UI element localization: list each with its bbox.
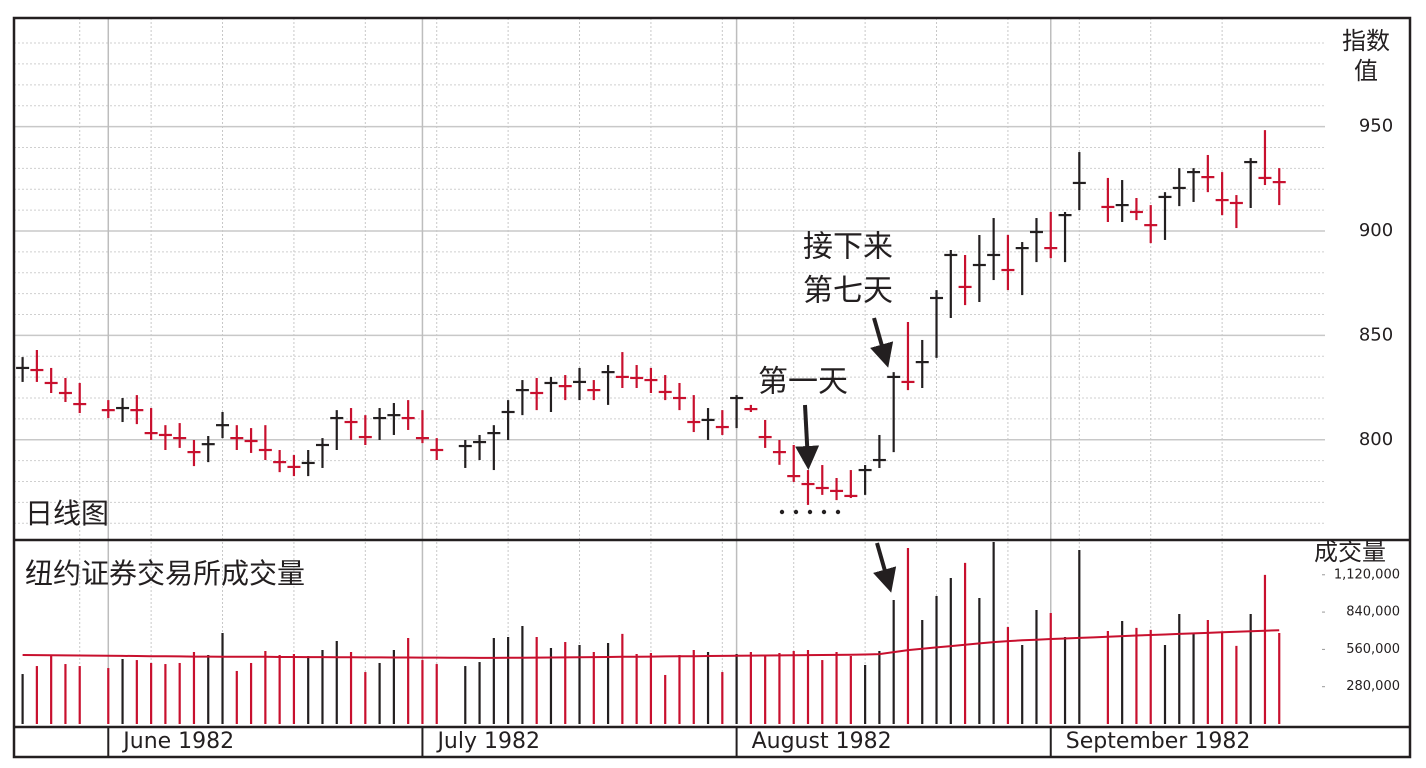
annotation: 接下来: [803, 230, 893, 265]
arrow: [870, 317, 894, 368]
y-tick-label: 280,000: [1346, 679, 1400, 694]
dots: [779, 509, 841, 515]
y-tick-label: 950: [1359, 116, 1393, 137]
arrow: [795, 404, 820, 470]
frame: [12, 16, 1412, 759]
y-axis-label: 值: [1354, 57, 1378, 85]
y-tick-label: 840,000: [1346, 605, 1400, 620]
x-tick-label: July 1982: [435, 729, 540, 754]
annotation: 第一天: [758, 365, 848, 400]
y-tick-label: 560,000: [1346, 642, 1400, 657]
panel-label: 日线图: [25, 497, 109, 530]
y-tick-label: 900: [1359, 220, 1393, 241]
y-axis-label: 指数: [1342, 27, 1390, 55]
marks: [16, 130, 1286, 724]
y-tick-label: 850: [1359, 324, 1393, 345]
volume-title: 纽约证券交易所成交量: [25, 557, 305, 590]
grid: [14, 18, 1325, 724]
x-tick-label: September 1982: [1066, 729, 1251, 754]
y-tick-label: 800: [1359, 429, 1393, 450]
volume-average: [22, 629, 1280, 659]
annotation: 第七天: [803, 274, 893, 309]
arrow: [873, 542, 897, 593]
x-tick-label: August 1982: [752, 729, 892, 754]
y-tick-label: 1,120,000: [1334, 567, 1400, 582]
volume-axis-label: 成交量: [1314, 538, 1386, 566]
x-tick-label: June 1982: [121, 729, 234, 754]
